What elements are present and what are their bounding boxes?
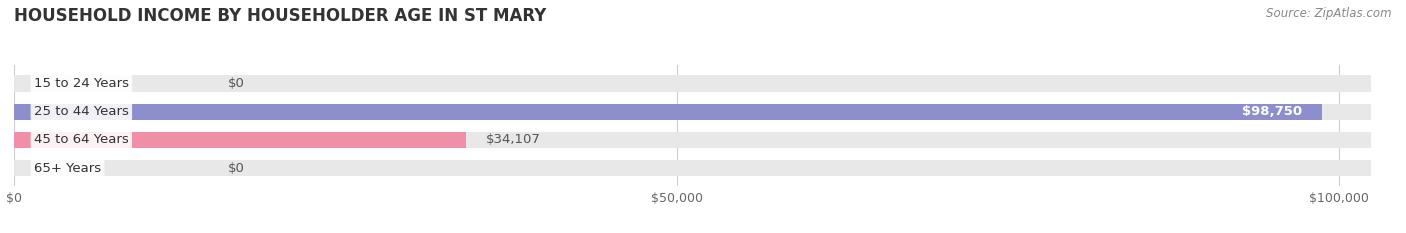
Text: HOUSEHOLD INCOME BY HOUSEHOLDER AGE IN ST MARY: HOUSEHOLD INCOME BY HOUSEHOLDER AGE IN S… — [14, 7, 547, 25]
Bar — [14, 160, 1371, 176]
Text: $0: $0 — [228, 161, 245, 175]
Bar — [14, 103, 1371, 120]
Text: 25 to 44 Years: 25 to 44 Years — [34, 105, 129, 118]
Bar — [14, 132, 465, 148]
Text: Source: ZipAtlas.com: Source: ZipAtlas.com — [1267, 7, 1392, 20]
Text: $34,107: $34,107 — [486, 134, 541, 146]
Text: $98,750: $98,750 — [1243, 105, 1302, 118]
Text: 15 to 24 Years: 15 to 24 Years — [34, 77, 129, 90]
Text: 45 to 64 Years: 45 to 64 Years — [34, 134, 129, 146]
Bar — [14, 132, 1371, 148]
Bar — [14, 75, 1371, 92]
Bar — [14, 103, 1323, 120]
Text: 65+ Years: 65+ Years — [34, 161, 101, 175]
Text: $0: $0 — [228, 77, 245, 90]
